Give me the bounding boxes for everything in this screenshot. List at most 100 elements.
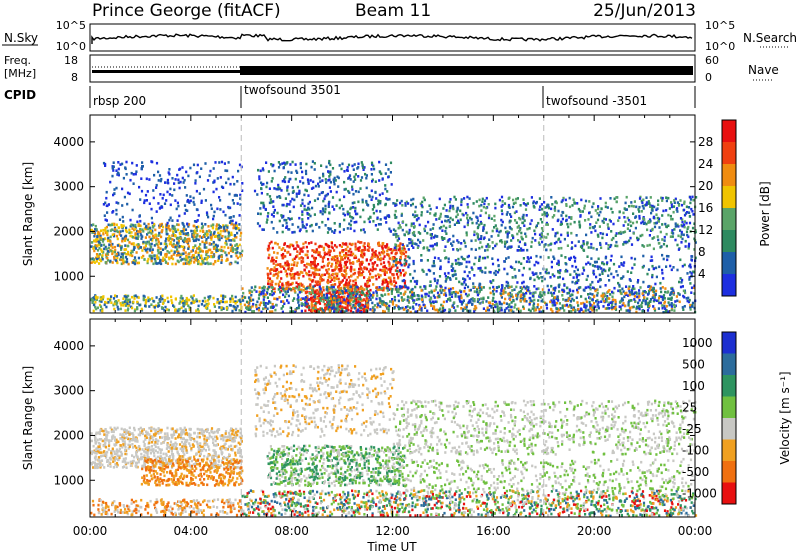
power-cell-663 xyxy=(220,256,222,259)
power-cell-2022 xyxy=(395,282,397,285)
power-cell-1011 xyxy=(233,202,235,205)
power-cell-3534 xyxy=(455,295,457,298)
power-cell-2978 xyxy=(671,309,673,312)
power-cell-2112 xyxy=(317,251,319,254)
power-cell-4462 xyxy=(464,226,466,229)
power-cell-1367 xyxy=(127,299,129,302)
power-cell-4582 xyxy=(523,224,525,227)
power-cell-697 xyxy=(133,248,135,251)
power-cell-4960 xyxy=(438,217,440,220)
power-cell-454 xyxy=(198,254,200,257)
cpid-label: CPID xyxy=(4,88,36,102)
power-cell-542 xyxy=(102,258,104,261)
power-cell-3103 xyxy=(511,306,513,309)
power-cell-629 xyxy=(155,243,157,246)
power-cell-2259 xyxy=(317,269,319,272)
power-cell-4860 xyxy=(485,245,487,248)
power-cell-4691 xyxy=(524,219,526,222)
power-cell-4933 xyxy=(430,208,432,211)
power-cell-3676 xyxy=(500,292,502,295)
power-cell-4269 xyxy=(302,182,304,185)
power-cell-2160 xyxy=(275,242,277,245)
power-cell-792 xyxy=(188,261,190,264)
power-cell-4883 xyxy=(475,248,477,251)
power-cell-3939 xyxy=(315,185,317,188)
power-cell-296 xyxy=(187,247,189,250)
power-cell-3746 xyxy=(406,310,408,313)
power-cell-110 xyxy=(204,262,206,265)
power-cell-936 xyxy=(189,167,191,170)
power-cell-2188 xyxy=(302,275,304,278)
power-cell-2214 xyxy=(343,270,345,273)
power-cell-3833 xyxy=(379,300,381,303)
power-cell-2627 xyxy=(425,296,427,299)
power-cell-1158 xyxy=(125,168,127,171)
power-cell-873 xyxy=(138,224,140,227)
power-cell-3887 xyxy=(629,294,631,297)
power-cell-4340 xyxy=(391,183,393,186)
power-cell-3771 xyxy=(585,305,587,308)
power-cell-4087 xyxy=(369,195,371,198)
power-cell-4939 xyxy=(560,221,562,224)
power-cell-2185 xyxy=(359,263,361,266)
power-cell-1683 xyxy=(322,286,324,289)
power-cell-4595 xyxy=(562,218,564,221)
power-cell-3672 xyxy=(496,286,498,289)
noise-left-tick-top: 10^5 xyxy=(56,19,86,32)
power-cell-2028 xyxy=(343,277,345,280)
power-cell-177 xyxy=(158,252,160,255)
power-cell-2668 xyxy=(467,286,469,289)
power-cell-3892 xyxy=(576,289,578,292)
power-cell-4213 xyxy=(270,201,272,204)
power-cell-3193 xyxy=(431,291,433,294)
power-cell-1385 xyxy=(187,304,189,307)
power-cell-836 xyxy=(116,229,118,232)
power-cell-4294 xyxy=(347,211,349,214)
power-cell-3528 xyxy=(468,301,470,304)
power-cell-4897 xyxy=(501,196,503,199)
power-cell-4284 xyxy=(369,216,371,219)
power-cell-3453 xyxy=(631,291,633,294)
power-cell-1767 xyxy=(321,266,323,269)
power-cell-1075 xyxy=(152,189,154,192)
power-cell-4917 xyxy=(683,234,685,237)
power-cell-3738 xyxy=(339,291,341,294)
power-cell-475 xyxy=(107,237,109,240)
power-cell-1759 xyxy=(363,252,365,255)
power-cell-2866 xyxy=(638,292,640,295)
power-cell-4835 xyxy=(399,224,401,227)
power-cell-1085 xyxy=(213,180,215,183)
power-cell-4537 xyxy=(600,232,602,235)
power-cell-4723 xyxy=(488,214,490,217)
power-cell-3440 xyxy=(689,299,691,302)
power-cell-4209 xyxy=(339,231,341,234)
power-cell-3245 xyxy=(292,310,294,313)
power-cell-4478 xyxy=(612,211,614,214)
power-cell-2755 xyxy=(259,286,261,289)
power-cell-4732 xyxy=(600,246,602,249)
power-cell-808 xyxy=(97,255,99,258)
power-cell-4036 xyxy=(333,231,335,234)
power-cell-2677 xyxy=(668,301,670,304)
power-cell-3254 xyxy=(598,307,600,310)
power-cell-1052 xyxy=(193,201,195,204)
power-cell-4295 xyxy=(371,196,373,199)
power-cell-2106 xyxy=(273,274,275,277)
power-cell-2007 xyxy=(275,273,277,276)
power-cell-3455 xyxy=(438,309,440,312)
power-cell-4772 xyxy=(417,239,419,242)
power-cell-3052 xyxy=(258,294,260,297)
power-cell-737 xyxy=(145,245,147,248)
power-cell-3487 xyxy=(248,296,250,299)
power-cell-1611 xyxy=(285,264,287,267)
power-cell-3668 xyxy=(282,287,284,290)
power-cell-3462 xyxy=(265,302,267,305)
power-cell-3924 xyxy=(325,178,327,181)
power-cell-1790 xyxy=(368,276,370,279)
power-cell-3707 xyxy=(293,297,295,300)
power-cell-3368 xyxy=(343,302,345,305)
power-cell-1042 xyxy=(200,167,202,170)
power-cell-3500 xyxy=(278,288,280,291)
power-cell-3815 xyxy=(347,302,349,305)
power-cell-1418 xyxy=(132,301,134,304)
